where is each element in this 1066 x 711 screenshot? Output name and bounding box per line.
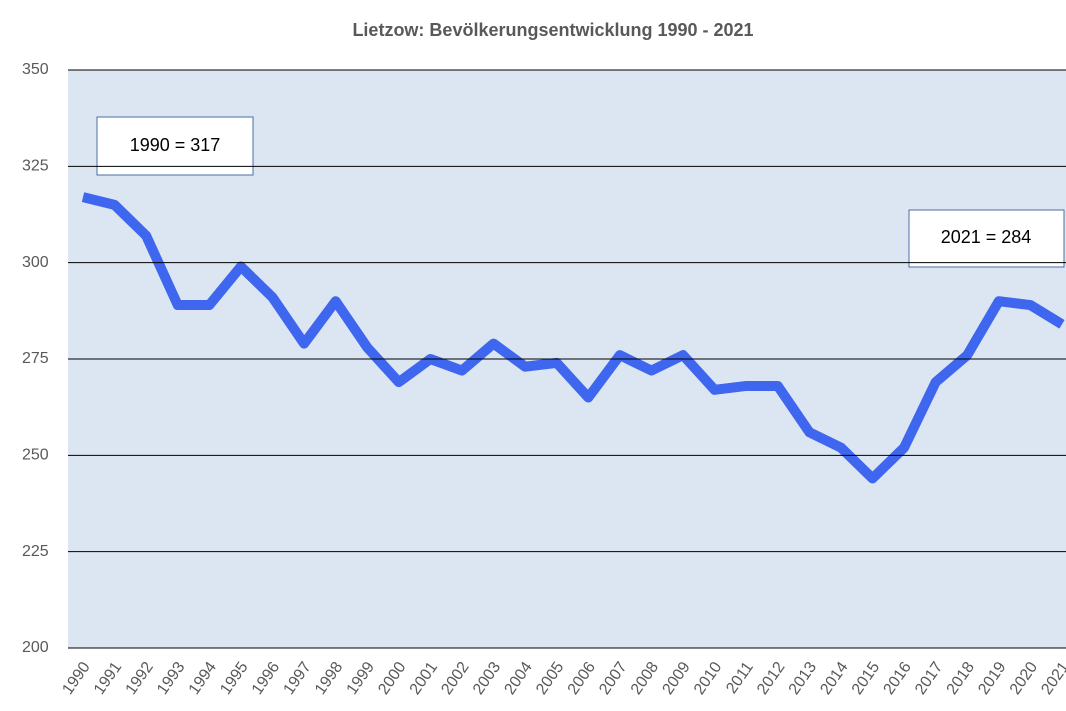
x-tick-label: 2014 [817,659,851,698]
annotation-box [908,209,1065,268]
x-tick-label: 2005 [533,659,567,698]
annotation: 2021 = 284 [941,227,1032,247]
x-tick-label: 2017 [912,659,946,698]
x-tick-label: 2001 [407,659,441,698]
x-tick-label: 2019 [975,659,1009,698]
x-tick-label: 2012 [754,659,788,698]
y-tick-label: 225 [22,543,49,560]
x-tick-label: 2004 [502,659,536,698]
x-tick-label: 2015 [849,659,883,698]
x-tick-label: 1996 [249,659,283,698]
chart-title: Lietzow: Bevölkerungsentwicklung 1990 - … [352,20,753,40]
y-tick-label: 250 [22,447,49,464]
x-tick-label: 1993 [154,659,188,698]
x-tick-label: 2021 [1038,659,1066,698]
x-tick-label: 1998 [312,659,346,698]
x-tick-label: 1997 [280,659,314,698]
x-tick-label: 2003 [470,659,504,698]
x-tick-label: 2007 [596,659,630,698]
data-line [81,192,1065,484]
x-tick-label: 1990 [59,659,93,698]
annotation: 1990 = 317 [130,135,221,155]
y-tick-label: 325 [22,158,49,175]
x-tick-label: 1992 [123,659,157,698]
x-tick-label: 2010 [691,659,725,698]
annotation-box [96,116,254,176]
y-tick-label: 275 [22,350,49,367]
x-tick-label: 2018 [944,659,978,698]
y-tick-label: 200 [22,639,49,656]
y-tick-label: 350 [22,61,49,78]
x-tick-label: 2020 [1007,659,1041,698]
x-tick-label: 2002 [438,659,472,698]
x-tick-label: 1999 [344,659,378,698]
x-tick-label: 2006 [565,659,599,698]
x-tick-label: 2000 [375,659,409,698]
x-tick-label: 2008 [628,659,662,698]
y-tick-label: 300 [22,254,49,271]
x-tick-label: 2009 [659,659,693,698]
x-tick-label: 1994 [186,659,220,698]
x-tick-label: 1995 [217,659,251,698]
x-tick-label: 1991 [91,659,125,698]
x-tick-label: 2013 [786,659,820,698]
x-tick-label: 2016 [880,659,914,698]
x-tick-label: 2011 [723,659,757,697]
